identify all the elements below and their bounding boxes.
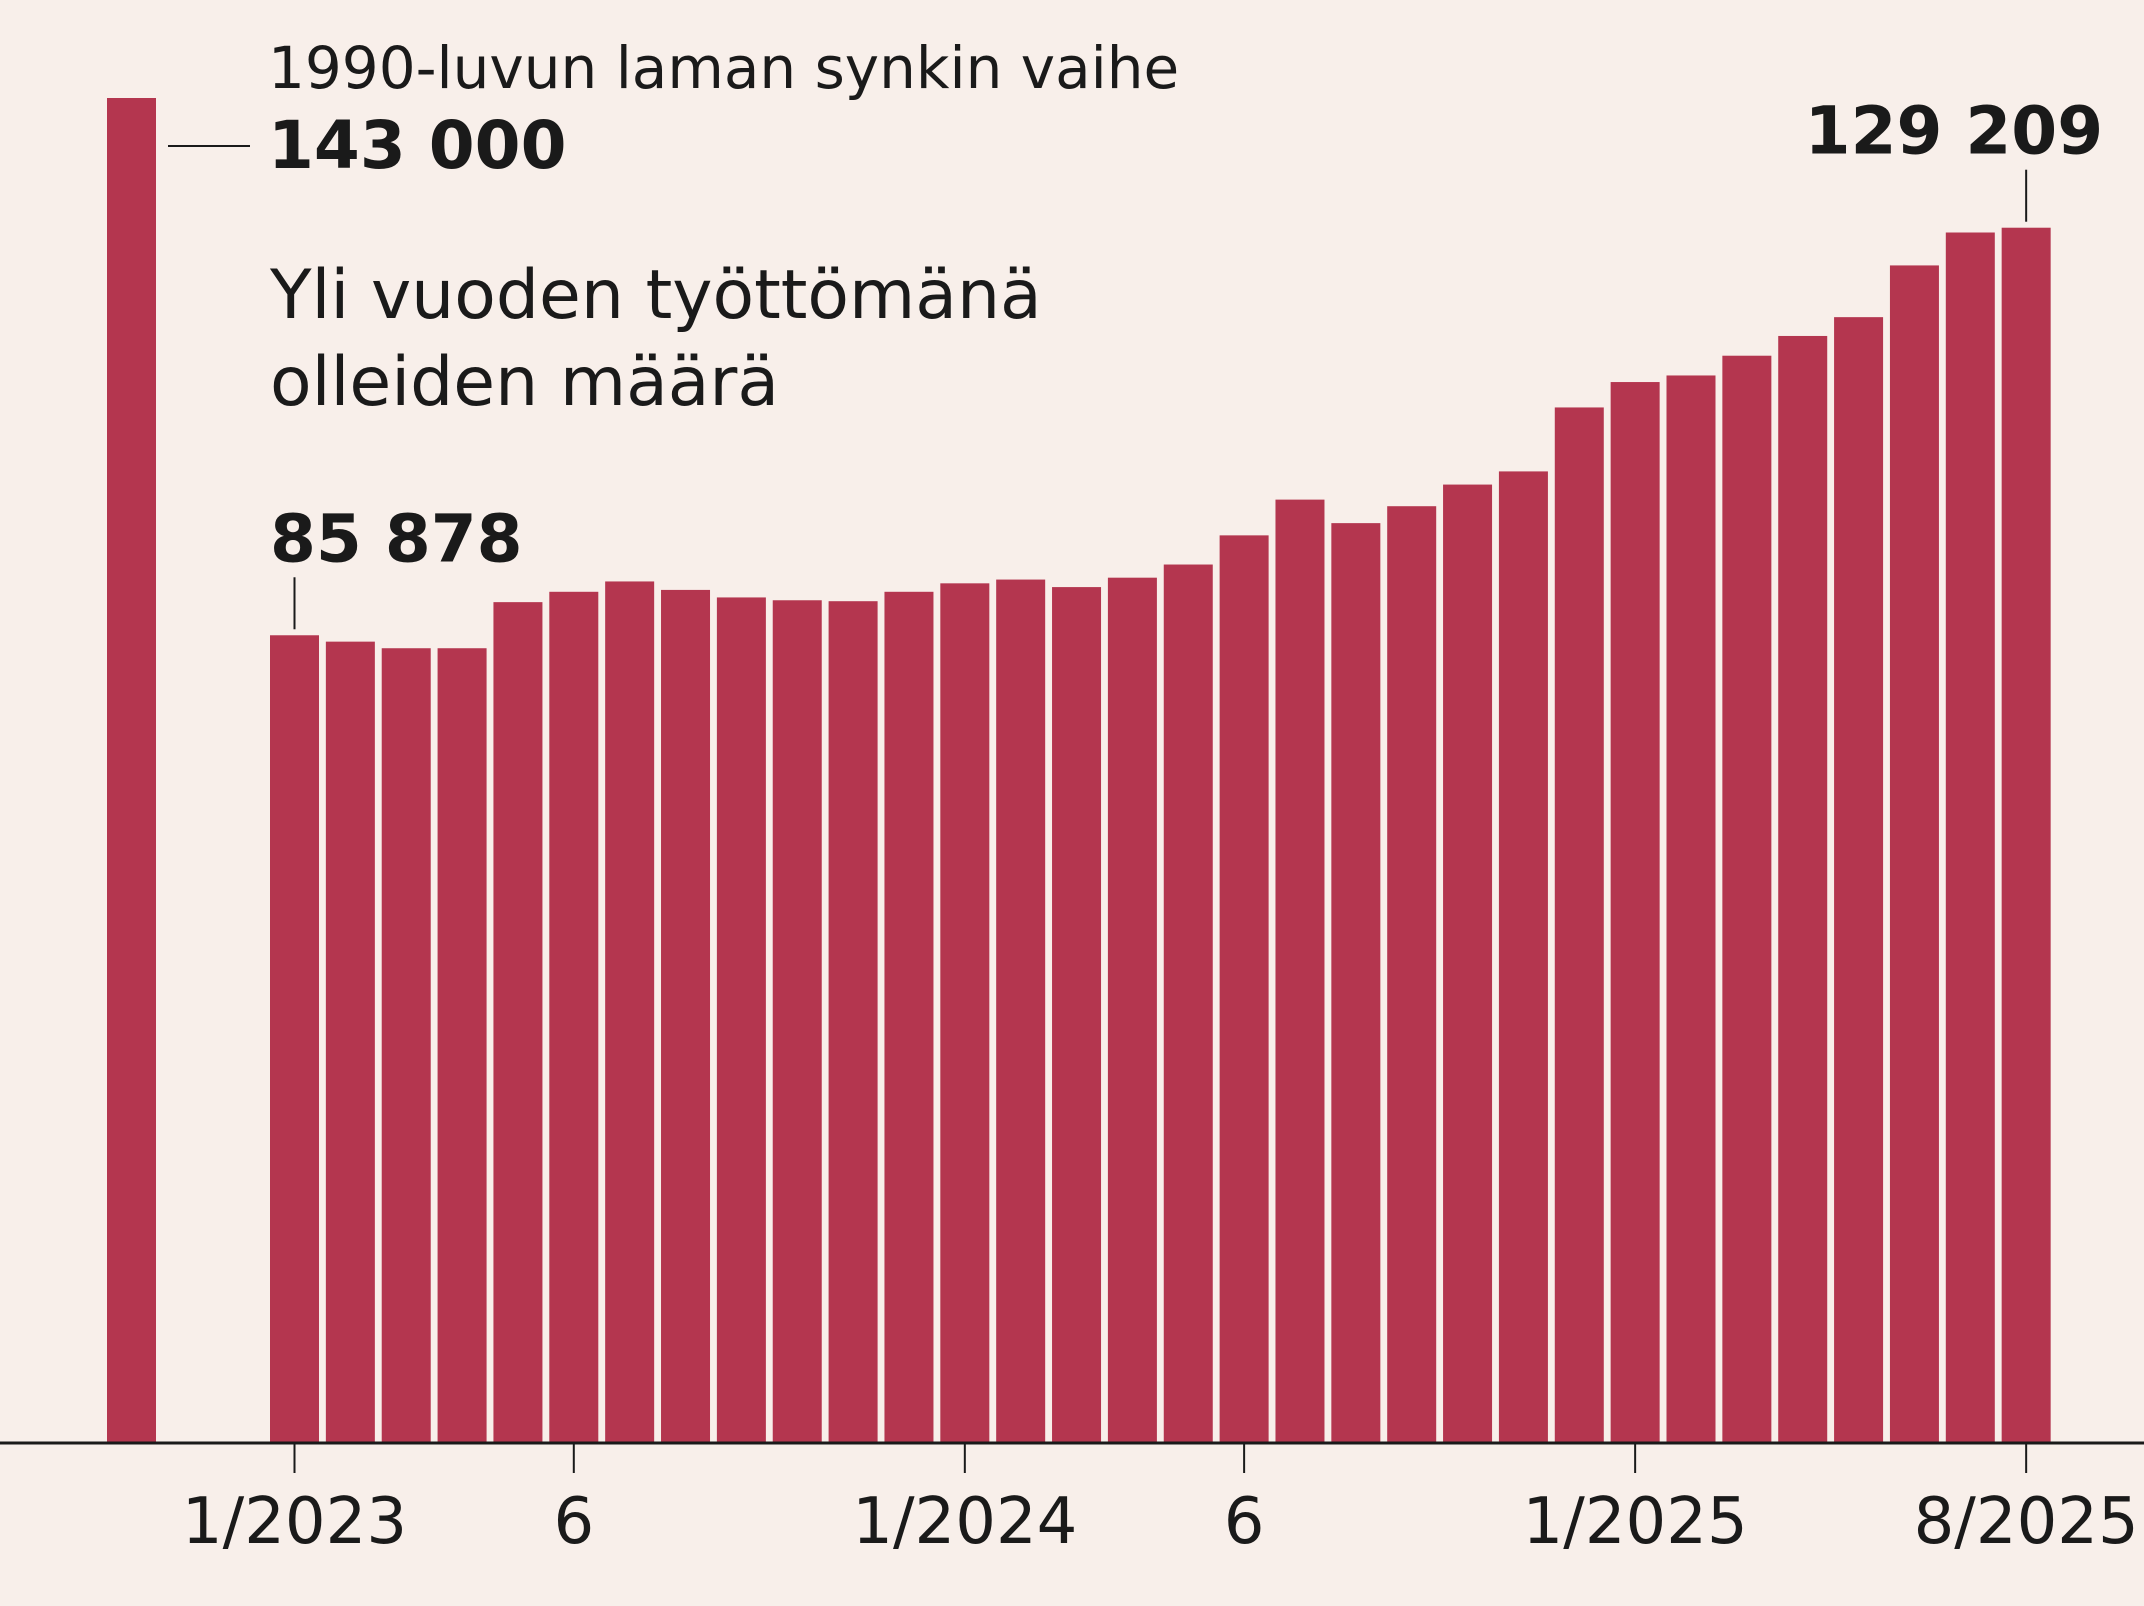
bar-10-2024 (1443, 484, 1493, 1443)
bar-1-2025 (1610, 382, 1660, 1443)
reference-bar-label: 1990-luvun laman synkin vaihe (268, 34, 1179, 102)
annotations-group: 85 878 129 209 (270, 93, 2103, 630)
reference-bar-value: 143 000 (268, 107, 567, 184)
bar-1-2023 (270, 635, 319, 1443)
bar-5-2024 (1163, 564, 1213, 1443)
bar-2-2024 (996, 579, 1046, 1443)
annotation-value: 85 878 (270, 500, 523, 577)
bar-7-2024 (1275, 499, 1325, 1443)
bar-6-2025 (1889, 265, 1939, 1444)
bar-8-2025 (2001, 227, 2051, 1444)
bar-2-2023 (325, 641, 375, 1443)
bar-4-2023 (437, 648, 487, 1443)
bar-9-2023 (716, 597, 766, 1443)
bar-8-2024 (1331, 523, 1381, 1443)
bar-3-2024 (1052, 587, 1102, 1443)
bar-4-2024 (1107, 577, 1157, 1443)
bar-3-2023 (381, 648, 431, 1443)
x-tick-label: 6 (1224, 1485, 1265, 1559)
chart-title-line-1: Yli vuoden työttömänä (269, 256, 1042, 335)
bar-7-2025 (1945, 232, 1995, 1443)
x-tick-label: 1/2024 (852, 1485, 1077, 1559)
bar-12-2024 (1554, 407, 1604, 1443)
x-tick-label: 1/2023 (182, 1485, 407, 1559)
bar-9-2024 (1387, 506, 1437, 1444)
bar-2-2025 (1666, 375, 1716, 1443)
annotation-value: 129 209 (1805, 93, 2104, 170)
bar-6-2024 (1219, 535, 1269, 1443)
bar-5-2023 (493, 602, 543, 1443)
bar-11-2024 (1498, 471, 1548, 1443)
bars-group (107, 98, 2051, 1444)
bar-10-2023 (772, 600, 822, 1443)
bar-4-2025 (1778, 335, 1828, 1443)
chart-title-line-2: olleiden määrä (270, 343, 779, 422)
reference-bar (107, 98, 156, 1443)
x-ticks-group: 1/2023 6 1/2024 6 1/2025 8/2025 (182, 1443, 2139, 1559)
bar-3-2025 (1722, 355, 1772, 1444)
bar-8-2023 (661, 589, 711, 1443)
bar-7-2023 (605, 581, 655, 1443)
bar-11-2023 (828, 601, 878, 1443)
bar-6-2023 (549, 591, 599, 1443)
bar-5-2025 (1834, 317, 1884, 1443)
bar-12-2023 (884, 591, 934, 1443)
x-tick-label: 6 (553, 1485, 594, 1559)
bar-1-2024 (940, 583, 990, 1443)
x-tick-label: 1/2025 (1523, 1485, 1748, 1559)
x-tick-label: 8/2025 (1914, 1485, 2139, 1559)
